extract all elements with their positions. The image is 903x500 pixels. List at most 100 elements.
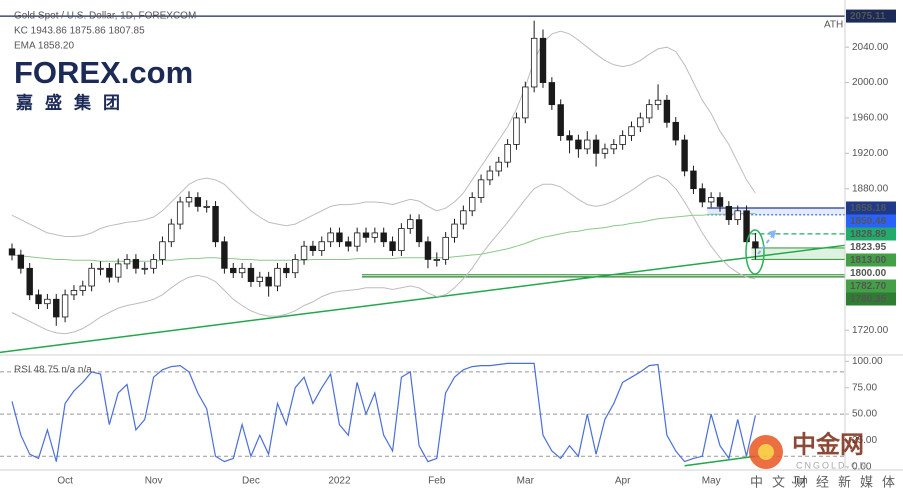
candle-body xyxy=(283,267,290,274)
candle-body xyxy=(97,267,104,270)
candle-body xyxy=(35,294,42,305)
x-tick-label: Dec xyxy=(242,476,260,487)
candle-body xyxy=(495,161,502,172)
candle-body xyxy=(123,259,131,265)
candle-body xyxy=(566,135,573,141)
level-label: 1800.00 xyxy=(850,268,887,279)
indicator-line xyxy=(11,30,756,237)
candle-body xyxy=(53,298,60,318)
candle-body xyxy=(442,236,449,260)
candle-body xyxy=(477,179,485,198)
y-tick-label: 2000.00 xyxy=(852,77,889,88)
candle-body xyxy=(132,259,140,269)
candle-body xyxy=(451,223,458,238)
candle-body xyxy=(575,139,582,150)
y-tick-label: 1960.00 xyxy=(852,113,889,124)
y2-tick-label: 25.00 xyxy=(852,435,877,446)
candle-body xyxy=(44,298,51,305)
candle-body xyxy=(468,197,476,212)
candle-body xyxy=(371,232,379,238)
candle-body xyxy=(707,197,715,203)
candle-body xyxy=(389,241,396,252)
candle-body xyxy=(185,197,193,203)
candle-body xyxy=(106,267,113,278)
rsi-line xyxy=(11,362,756,463)
chart-title: Gold Spot / U.S. Dollar, 1D, FOREXCOM xyxy=(14,11,196,22)
candle-body xyxy=(176,201,184,225)
candle-body xyxy=(79,285,86,291)
watermark-sub: 中文财经新媒体 xyxy=(750,474,903,489)
level-label: 1858.18 xyxy=(850,203,887,214)
watermark-url: CNGOLD.CN xyxy=(796,460,868,470)
candle-body xyxy=(424,241,432,260)
candle-body xyxy=(230,267,237,274)
level-box xyxy=(846,227,896,241)
candle-body xyxy=(212,205,219,243)
candle-body xyxy=(407,219,414,229)
level-box xyxy=(846,9,896,23)
candle-body xyxy=(247,267,255,282)
candle-body xyxy=(628,126,635,137)
candle-body xyxy=(159,241,166,260)
x-tick-label: May xyxy=(702,476,721,487)
candle-body xyxy=(504,144,511,163)
y-tick-label: 1880.00 xyxy=(852,183,889,194)
rsi-legend: RSI 48.75 n/a n/a xyxy=(14,365,92,376)
level-label: 1780.35 xyxy=(850,294,887,305)
level-zone xyxy=(751,247,845,260)
logo: FOREX.com xyxy=(14,55,193,90)
candle-body xyxy=(141,267,148,270)
candle-body xyxy=(353,232,361,247)
ema-legend: EMA 1858.20 xyxy=(14,41,74,52)
level-label: 1782.70 xyxy=(850,281,887,292)
candle-body xyxy=(699,188,706,203)
watermark-title: 中金网 xyxy=(792,430,864,458)
candle-body xyxy=(486,170,494,181)
candle-body xyxy=(681,139,688,172)
y-tick-label: 1720.00 xyxy=(852,325,889,336)
level-label: 1828.89 xyxy=(850,229,887,240)
level-box xyxy=(846,214,896,228)
x-tick-label: Jun xyxy=(792,476,808,487)
candle-body xyxy=(734,210,741,221)
candle-body xyxy=(433,259,440,261)
candle-body xyxy=(8,248,16,256)
price-panel: 2040.00 2000.00 1960.00 1920.00 1880.00 1720.… xyxy=(0,15,889,487)
level-box xyxy=(846,201,896,215)
candle-body xyxy=(274,267,281,287)
candle-body xyxy=(654,99,662,106)
x-tick-label: Nov xyxy=(145,476,163,487)
y2-tick-label: 0.00 xyxy=(852,461,872,472)
candle-body xyxy=(752,241,759,249)
candle-body xyxy=(115,263,122,278)
candle-body xyxy=(309,245,317,252)
candle-body xyxy=(88,267,95,287)
y2-tick-label: 50.00 xyxy=(852,409,877,420)
candle-body xyxy=(398,228,405,252)
candle-body xyxy=(522,86,529,119)
candle-body xyxy=(610,144,617,150)
candle-body xyxy=(539,37,547,83)
candle-body xyxy=(619,135,626,145)
level-box xyxy=(846,292,896,306)
candle-body xyxy=(221,241,228,269)
level-box xyxy=(846,266,896,280)
candle-body xyxy=(150,259,157,269)
candle-body xyxy=(256,276,263,282)
candle-body xyxy=(17,254,25,269)
candle-body xyxy=(690,170,697,190)
candle-body xyxy=(380,232,387,243)
level-label: 1850.48 xyxy=(850,216,887,227)
candle-body xyxy=(592,139,600,154)
y-tick-label: 1920.00 xyxy=(852,148,889,159)
candle-body xyxy=(194,197,202,207)
x-tick-label: Mar xyxy=(517,476,535,487)
candle-body xyxy=(70,290,78,296)
projection-arrow xyxy=(757,235,773,255)
watermark: 中金网 CNGOLD.CN 中文财经新媒体 xyxy=(749,430,903,489)
candle-body xyxy=(415,219,423,243)
x-tick-label: 2022 xyxy=(328,476,351,487)
candle-body xyxy=(557,104,564,137)
level-box xyxy=(846,253,896,267)
kc-legend: KC 1943.86 1875.86 1807.85 xyxy=(14,26,145,37)
